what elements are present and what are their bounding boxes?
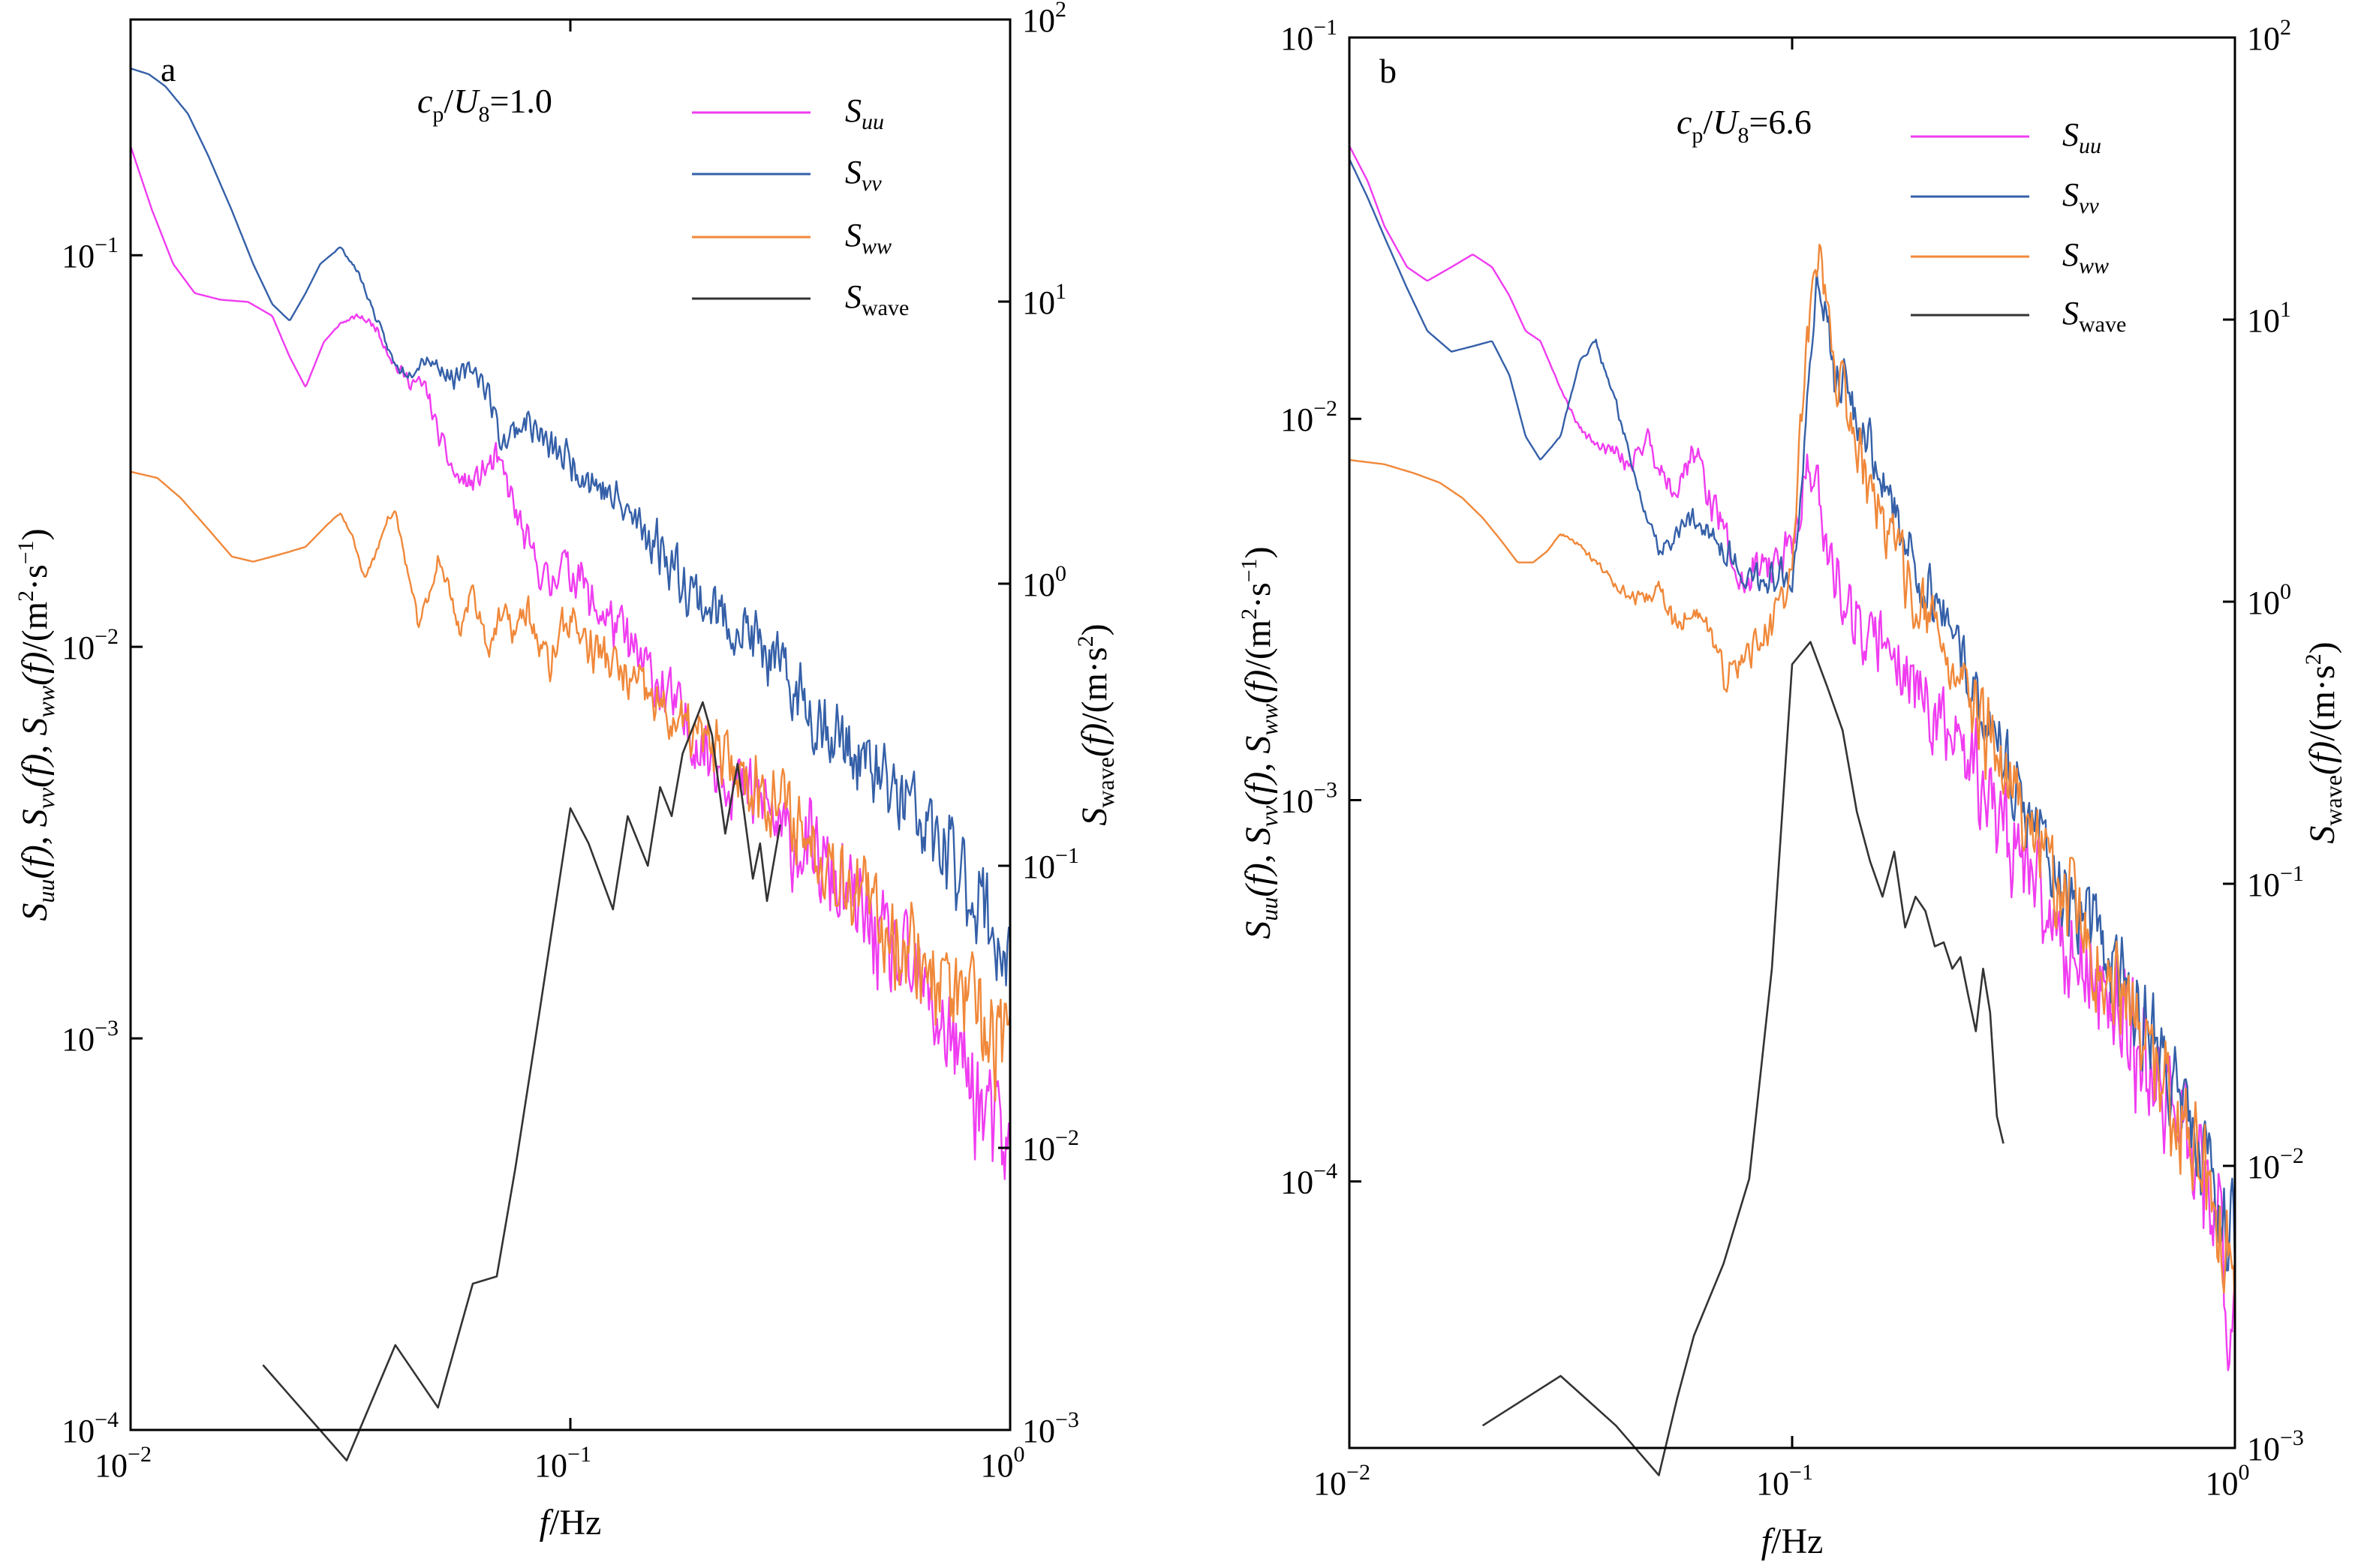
panel-b: 10−2 10−1 100 10−1 10−2 10−3 10−4 102 101 100 10−1… — [1237, 15, 2347, 1561]
x-tick-label: 100 — [981, 1442, 1025, 1484]
x-tick-label: 10−2 — [1313, 1460, 1370, 1502]
panel-b-frame — [1348, 36, 2236, 1449]
x-tick-label: 100 — [2206, 1460, 2250, 1502]
svg-text:Suu: Suu — [845, 92, 884, 134]
panel-a-frame — [129, 18, 1012, 1431]
panel-b-label: b — [1379, 52, 1397, 90]
y-left-tick-label: 10−1 — [62, 233, 119, 275]
y-right-tick-label: 10−3 — [2247, 1425, 2304, 1467]
svg-text:Swave: Swave — [2062, 295, 2126, 337]
panel-a-y-right-title: Swave(f)/(m·s2) — [1073, 623, 1119, 825]
series-svv — [131, 68, 1010, 987]
y-right-tick-label: 10−1 — [2247, 861, 2304, 903]
panel-a-annotation: cp/U8=1.0 — [417, 82, 552, 127]
y-right-tick-label: 100 — [1022, 561, 1066, 603]
y-left-tick-label: 10−2 — [1280, 396, 1337, 438]
panel-a-x-axis-title: f/Hz — [540, 1503, 602, 1542]
panel-a-label: a — [161, 50, 176, 89]
x-tick-label: 10−1 — [1756, 1460, 1813, 1502]
panel-b-x-axis-title: f/Hz — [1761, 1521, 1824, 1561]
x-tick-label: 10−1 — [534, 1442, 591, 1484]
x-tick-label: 10−2 — [95, 1442, 152, 1484]
series-sww — [131, 470, 1010, 1102]
panel-b-annotation: cp/U8=6.6 — [1677, 103, 1812, 148]
y-left-tick-label: 10−1 — [1280, 15, 1337, 57]
panel-b-legend: Suu Svv Sww Swave — [1911, 116, 2126, 337]
svg-text:Swave: Swave — [845, 278, 909, 320]
svg-text:Sww: Sww — [845, 217, 892, 259]
y-right-tick-label: 10−2 — [2247, 1143, 2304, 1185]
y-right-tick-label: 101 — [1022, 279, 1066, 321]
svg-text:Suu: Suu — [2062, 116, 2101, 158]
legend-entry-sww: Sww — [1911, 236, 2109, 278]
y-right-tick-label: 10−3 — [1022, 1407, 1079, 1449]
legend-entry-suu: Suu — [1911, 116, 2101, 158]
svg-text:cp/U8=6.6: cp/U8=6.6 — [1677, 103, 1812, 148]
panel-a: 10−2 10−1 100 10−1 10−2 10−3 10−4 102 101 100 10−1… — [14, 0, 1119, 1542]
y-right-tick-label: 101 — [2247, 297, 2291, 339]
legend-entry-svv: Svv — [1911, 176, 2099, 218]
svg-text:Svv: Svv — [2062, 176, 2099, 218]
legend-entry-svv: Svv — [692, 154, 882, 196]
series-svv — [1349, 158, 2235, 1272]
y-left-tick-label: 10−3 — [62, 1016, 119, 1058]
panel-a-ticks: 10−2 10−1 100 10−1 10−2 10−3 10−4 102 101 100 10−1… — [62, 0, 1079, 1484]
svg-text:cp/U8=1.0: cp/U8=1.0 — [417, 82, 552, 127]
panel-b-ticks: 10−2 10−1 100 10−1 10−2 10−3 10−4 102 101 100 10−1… — [1280, 15, 2304, 1502]
panel-b-plot-area — [1349, 145, 2235, 1476]
panel-a-legend: Suu Svv Sww Swave — [692, 92, 909, 320]
y-right-tick-label: 102 — [2247, 15, 2291, 57]
series-swave — [1481, 641, 2005, 1476]
legend-entry-swave: Swave — [692, 278, 909, 320]
panel-b-y-left-title: Suu(f), Svv(f), Sww(f)/(m2·s−1) — [1237, 546, 1283, 939]
y-left-tick-label: 10−4 — [62, 1407, 119, 1449]
legend-entry-sww: Sww — [692, 217, 892, 259]
panel-b-y-right-title: Swave(f)/(m·s2) — [2301, 641, 2347, 843]
series-swave — [262, 701, 781, 1461]
y-right-tick-label: 10−2 — [1022, 1125, 1079, 1167]
y-right-tick-label: 102 — [1022, 0, 1066, 39]
y-left-tick-label: 10−2 — [62, 624, 119, 666]
y-left-tick-label: 10−3 — [1280, 777, 1337, 819]
y-left-tick-label: 10−4 — [1280, 1159, 1337, 1201]
legend-entry-swave: Swave — [1911, 295, 2126, 337]
panel-a-plot-area — [131, 68, 1010, 1461]
legend-entry-suu: Suu — [692, 92, 884, 134]
series-sww — [1349, 243, 2235, 1324]
svg-text:Svv: Svv — [845, 154, 882, 196]
svg-text:Sww: Sww — [2062, 236, 2109, 278]
panel-a-y-left-title: Suu(f), Svv(f), Sww(f)/(m2·s−1) — [14, 528, 59, 921]
y-right-tick-label: 100 — [2247, 579, 2291, 621]
series-suu — [131, 146, 1010, 1180]
y-right-tick-label: 10−1 — [1022, 843, 1079, 885]
